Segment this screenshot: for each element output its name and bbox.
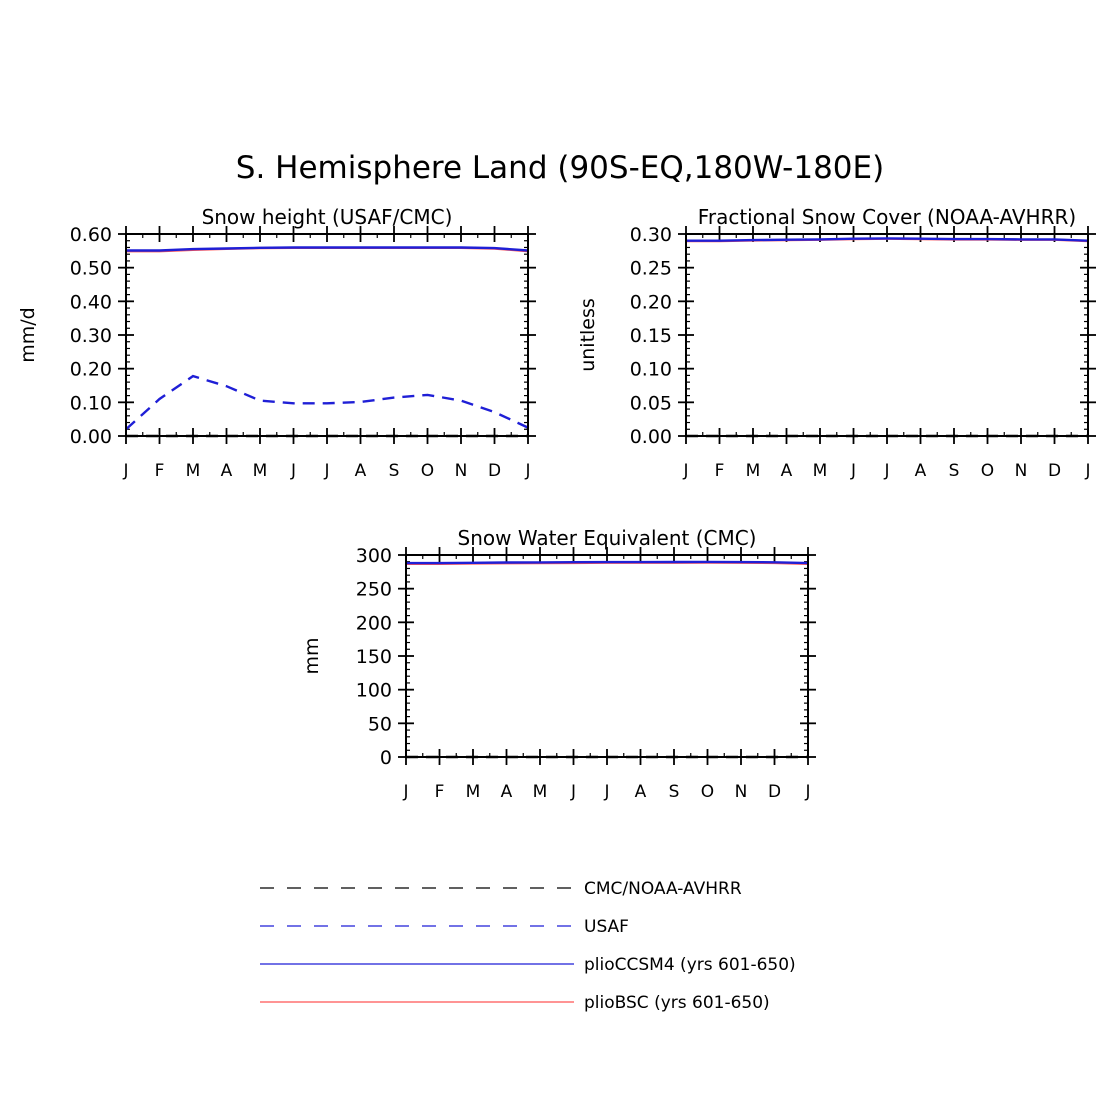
x-tick-label: O bbox=[421, 461, 434, 481]
x-tick-label: F bbox=[155, 461, 165, 481]
x-tick-label: A bbox=[781, 461, 793, 481]
x-tick-label: M bbox=[466, 782, 481, 802]
x-tick-label: D bbox=[1048, 461, 1061, 481]
legend-label: plioCCSM4 (yrs 601-650) bbox=[584, 955, 796, 975]
y-tick-label: 0.60 bbox=[70, 224, 112, 246]
y-tick-label: 50 bbox=[368, 713, 392, 735]
legend-label: CMC/NOAA-AVHRR bbox=[584, 879, 742, 899]
plot-frame bbox=[405, 554, 809, 758]
x-tick-label: J bbox=[1084, 461, 1090, 481]
legend-item: plioCCSM4 (yrs 601-650) bbox=[260, 955, 796, 975]
legend-item: USAF bbox=[260, 917, 629, 937]
chart-panels: Snow height (USAF/CMC) mm/d 0.00 0.10 0.20 0.… bbox=[17, 205, 1096, 802]
x-tick-label: A bbox=[635, 782, 647, 802]
x-tick-label: J bbox=[570, 782, 576, 802]
y-tick-label: 100 bbox=[356, 680, 392, 702]
y-tick-label: 150 bbox=[356, 646, 392, 668]
x-tick-label: M bbox=[746, 461, 761, 481]
panel-title: Snow Water Equivalent (CMC) bbox=[458, 526, 757, 550]
y-tick-label: 0.10 bbox=[70, 392, 112, 414]
y-tick-label: 0.25 bbox=[630, 258, 672, 280]
x-tick-label: O bbox=[701, 782, 714, 802]
x-tick-label: J bbox=[323, 461, 329, 481]
y-tick-label: 250 bbox=[356, 579, 392, 601]
y-tick-label: 0.05 bbox=[630, 392, 672, 414]
x-tick-label: M bbox=[813, 461, 828, 481]
figure-title: S. Hemisphere Land (90S-EQ,180W-180E) bbox=[236, 150, 884, 186]
y-tick-label: 0.20 bbox=[630, 291, 672, 313]
x-tick-label: S bbox=[949, 461, 960, 481]
x-tick-label: J bbox=[850, 461, 856, 481]
legend-item: plioBSC (yrs 601-650) bbox=[260, 993, 770, 1013]
x-tick-label: N bbox=[1015, 461, 1028, 481]
x-tick-label: O bbox=[981, 461, 994, 481]
y-tick-label: 0.40 bbox=[70, 291, 112, 313]
legend-label: plioBSC (yrs 601-650) bbox=[584, 993, 770, 1013]
x-tick-label: A bbox=[355, 461, 367, 481]
legend: CMC/NOAA-AVHRR USAF plioCCSM4 (yrs 601-650… bbox=[260, 879, 796, 1013]
x-tick-label: M bbox=[253, 461, 268, 481]
y-tick-label: 0.50 bbox=[70, 258, 112, 280]
x-tick-label: J bbox=[883, 461, 889, 481]
plot-frame bbox=[685, 233, 1089, 437]
series-line bbox=[686, 237, 1089, 242]
x-tick-label: D bbox=[768, 782, 781, 802]
x-tick-label: J bbox=[290, 461, 296, 481]
x-tick-label: J bbox=[682, 461, 688, 481]
x-tick-label: A bbox=[915, 461, 927, 481]
x-tick-label: M bbox=[533, 782, 548, 802]
x-tick-label: F bbox=[435, 782, 445, 802]
legend-item: CMC/NOAA-AVHRR bbox=[260, 879, 742, 899]
x-tick-label: A bbox=[501, 782, 513, 802]
y-tick-label: 0.10 bbox=[630, 359, 672, 381]
y-axis-label: mm/d bbox=[17, 307, 39, 362]
panel-title: Fractional Snow Cover (NOAA-AVHRR) bbox=[698, 205, 1076, 229]
series-line bbox=[125, 374, 529, 431]
y-tick-label: 300 bbox=[356, 545, 392, 567]
x-tick-label: S bbox=[389, 461, 400, 481]
x-tick-label: J bbox=[804, 782, 810, 802]
x-tick-label: N bbox=[455, 461, 468, 481]
x-tick-label: J bbox=[524, 461, 530, 481]
panel-title: Snow height (USAF/CMC) bbox=[202, 205, 453, 229]
y-tick-label: 0.30 bbox=[70, 325, 112, 347]
y-tick-label: 0.20 bbox=[70, 359, 112, 381]
plot-frame bbox=[125, 233, 529, 437]
chart-panel-2: Fractional Snow Cover (NOAA-AVHRR) unitle… bbox=[577, 205, 1096, 481]
x-tick-label: F bbox=[715, 461, 725, 481]
y-tick-label: 0.00 bbox=[70, 426, 112, 448]
chart-panel-1: Snow height (USAF/CMC) mm/d 0.00 0.10 0.20 0.… bbox=[17, 205, 536, 481]
chart-panel-3: Snow Water Equivalent (CMC) mm 0 50 100 150 20… bbox=[301, 526, 816, 802]
x-tick-label: J bbox=[603, 782, 609, 802]
y-tick-label: 0.30 bbox=[630, 224, 672, 246]
y-tick-label: 0 bbox=[380, 747, 392, 769]
series-line bbox=[406, 560, 809, 565]
y-tick-label: 0.00 bbox=[630, 426, 672, 448]
x-tick-label: J bbox=[402, 782, 408, 802]
series-line bbox=[126, 246, 529, 252]
x-tick-label: J bbox=[122, 461, 128, 481]
x-tick-label: A bbox=[221, 461, 233, 481]
legend-label: USAF bbox=[584, 917, 629, 937]
x-tick-label: N bbox=[735, 782, 748, 802]
y-axis-label: unitless bbox=[577, 298, 599, 372]
y-tick-label: 0.15 bbox=[630, 325, 672, 347]
x-tick-label: D bbox=[488, 461, 501, 481]
y-tick-label: 200 bbox=[356, 612, 392, 634]
y-axis-label: mm bbox=[301, 637, 323, 674]
x-tick-label: S bbox=[669, 782, 680, 802]
x-tick-label: M bbox=[186, 461, 201, 481]
